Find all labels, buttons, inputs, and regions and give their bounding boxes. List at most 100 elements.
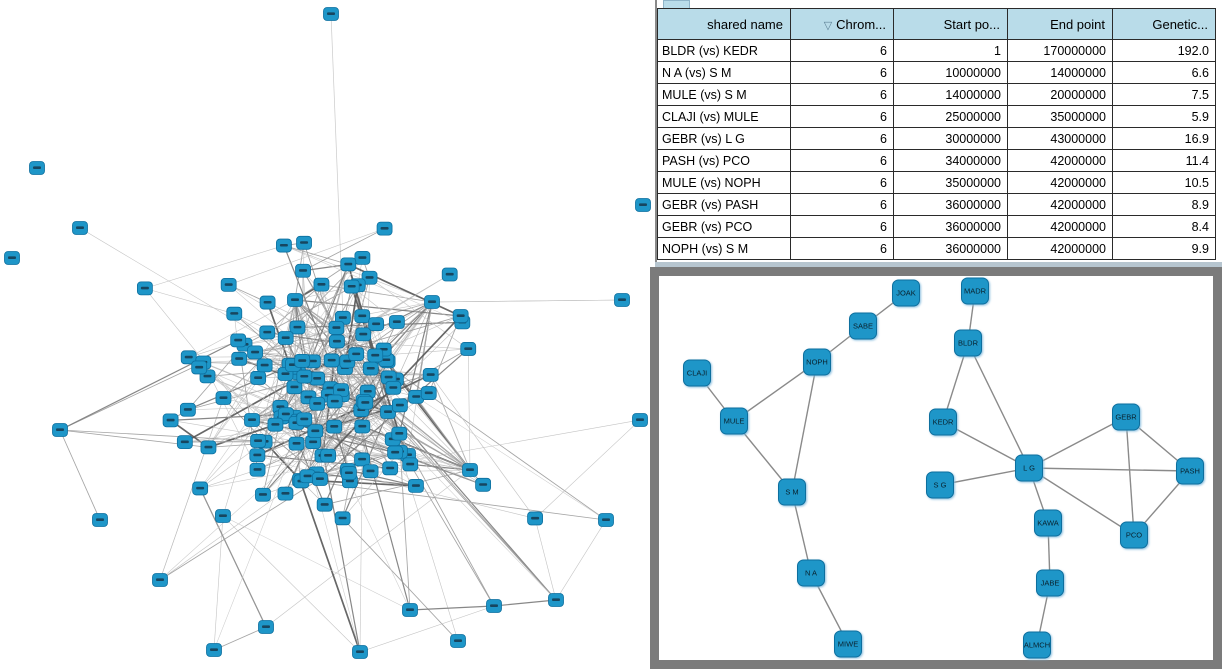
network-node[interactable]: [598, 513, 614, 527]
network-node[interactable]: [92, 513, 108, 527]
network-node[interactable]: [326, 419, 343, 434]
network-node[interactable]: [259, 325, 276, 340]
network-edge[interactable]: [266, 284, 322, 333]
network-edge[interactable]: [534, 518, 557, 601]
network-node[interactable]: [391, 426, 408, 441]
network-node-shape[interactable]: [961, 277, 989, 305]
table-cell[interactable]: BLDR (vs) KEDR: [657, 39, 791, 62]
network-edge[interactable]: [316, 472, 416, 487]
table-row[interactable]: MULE (vs) S M 6 14000000 20000000 7.5: [657, 83, 1216, 106]
table-cell[interactable]: 30000000: [893, 127, 1008, 150]
network-node[interactable]: [299, 469, 316, 484]
network-node[interactable]: [486, 599, 502, 613]
network-edge[interactable]: [159, 441, 314, 581]
network-edge[interactable]: [939, 467, 1030, 486]
table-cell[interactable]: 42000000: [1007, 215, 1113, 238]
network-edge[interactable]: [302, 270, 409, 456]
network-edge[interactable]: [222, 419, 253, 517]
table-row[interactable]: MULE (vs) NOPH 6 35000000 42000000 10.5: [657, 171, 1216, 194]
network-node[interactable]: [259, 295, 276, 310]
network-node[interactable]: [179, 402, 196, 417]
network-edge[interactable]: [359, 459, 363, 653]
table-cell[interactable]: PASH (vs) PCO: [657, 149, 791, 172]
network-node[interactable]: [258, 620, 274, 634]
network-node[interactable]: [362, 464, 379, 479]
table-row[interactable]: GEBR (vs) PASH 6 36000000 42000000 8.9: [657, 193, 1216, 216]
network-node[interactable]: [352, 645, 368, 659]
network-edge[interactable]: [244, 323, 377, 345]
network-node[interactable]: N A: [797, 559, 825, 587]
network-node[interactable]: [226, 306, 243, 321]
network-edge[interactable]: [336, 341, 469, 350]
network-edge[interactable]: [207, 376, 281, 408]
network-node[interactable]: [328, 321, 345, 335]
table-cell[interactable]: 36000000: [893, 215, 1008, 238]
network-edge[interactable]: [188, 299, 296, 358]
network-node-shape[interactable]: [926, 471, 954, 499]
table-cell[interactable]: 5.9: [1112, 105, 1216, 128]
table-cell[interactable]: 8.4: [1112, 215, 1216, 238]
network-node[interactable]: [452, 309, 469, 323]
network-node-shape[interactable]: [803, 348, 831, 376]
table-cell[interactable]: 6: [790, 105, 894, 128]
network-edge[interactable]: [159, 478, 321, 581]
table-row[interactable]: BLDR (vs) KEDR 6 1 170000000 192.0: [657, 39, 1216, 62]
network-node[interactable]: BLDR: [954, 329, 982, 357]
network-node[interactable]: ALMCH: [1023, 631, 1051, 659]
network-node[interactable]: [388, 315, 405, 329]
network-edge[interactable]: [302, 228, 385, 272]
network-node[interactable]: [312, 472, 328, 486]
network-node[interactable]: [276, 238, 292, 253]
network-node[interactable]: L G: [1015, 454, 1043, 482]
network-node[interactable]: [635, 198, 651, 212]
column-header[interactable]: End point: [1007, 8, 1113, 40]
network-node-shape[interactable]: [954, 329, 982, 357]
network-node[interactable]: [191, 360, 208, 375]
network-node[interactable]: NOPH: [803, 348, 831, 376]
table-cell[interactable]: NOPH (vs) S M: [657, 237, 791, 260]
network-node[interactable]: [334, 511, 351, 526]
network-node-shape[interactable]: [683, 359, 711, 387]
network-edge[interactable]: [430, 374, 471, 471]
network-node[interactable]: [309, 396, 326, 411]
network-edge[interactable]: [222, 515, 361, 653]
network-node[interactable]: [289, 320, 306, 335]
table-cell[interactable]: 6.6: [1112, 61, 1216, 84]
network-node[interactable]: [323, 7, 339, 21]
network-edge[interactable]: [416, 396, 607, 521]
network-node[interactable]: [52, 423, 68, 437]
network-node-shape[interactable]: [720, 407, 748, 435]
network-edge[interactable]: [208, 423, 276, 449]
network-node[interactable]: [249, 448, 266, 463]
network-edge[interactable]: [257, 397, 309, 470]
network-node[interactable]: [355, 327, 372, 342]
network-node[interactable]: [313, 277, 330, 292]
network-node[interactable]: [475, 477, 492, 492]
table-cell[interactable]: 35000000: [1007, 105, 1113, 128]
detail-network-canvas[interactable]: JOAK MADR SABE NOPH BLDR CLAJI MULE KEDR GEBR L G…: [650, 267, 1222, 669]
network-edge[interactable]: [493, 599, 557, 607]
network-node[interactable]: [548, 593, 564, 607]
network-node[interactable]: [136, 281, 153, 296]
network-edge[interactable]: [361, 348, 469, 411]
table-row[interactable]: NOPH (vs) S M 6 36000000 42000000 9.9: [657, 237, 1216, 260]
table-cell[interactable]: 42000000: [1007, 149, 1113, 172]
network-edge[interactable]: [228, 228, 385, 286]
network-edge[interactable]: [733, 361, 818, 422]
table-cell[interactable]: 10.5: [1112, 171, 1216, 194]
network-node-shape[interactable]: [1036, 569, 1064, 597]
column-header[interactable]: ▽ Chrom...: [790, 8, 894, 40]
table-row[interactable]: CLAJI (vs) MULE 6 25000000 35000000 5.9: [657, 105, 1216, 128]
table-cell[interactable]: 42000000: [1007, 171, 1113, 194]
table-row[interactable]: GEBR (vs) PCO 6 36000000 42000000 8.4: [657, 215, 1216, 238]
network-edge[interactable]: [967, 342, 1030, 469]
network-node[interactable]: [376, 221, 393, 236]
table-row[interactable]: N A (vs) S M 6 10000000 14000000 6.6: [657, 61, 1216, 84]
network-edge[interactable]: [383, 301, 433, 350]
network-node-shape[interactable]: [1034, 509, 1062, 537]
table-cell[interactable]: 170000000: [1007, 39, 1113, 62]
network-edge[interactable]: [213, 626, 267, 651]
network-node[interactable]: [320, 448, 337, 463]
network-node[interactable]: [348, 347, 365, 362]
network-node[interactable]: [343, 279, 360, 294]
